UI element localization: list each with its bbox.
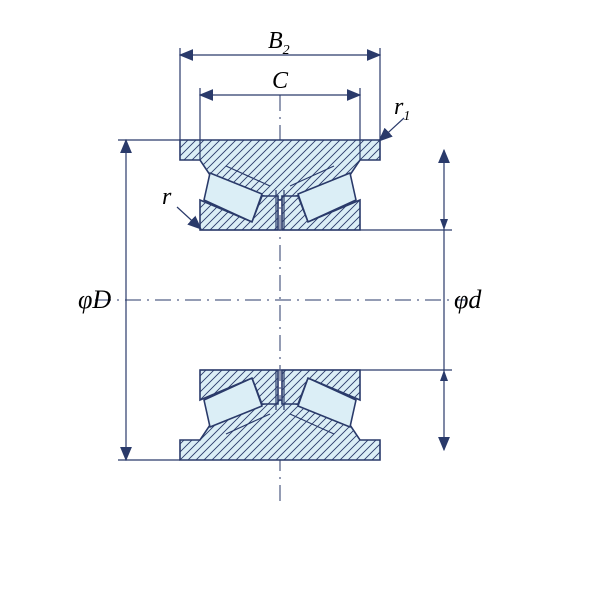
label-r: r xyxy=(162,184,172,210)
bearing-diagram: B2 C r1 r φD φd xyxy=(0,0,600,600)
label-B2-sub: 2 xyxy=(283,43,290,58)
dim-r xyxy=(177,207,201,229)
label-phiD: φD xyxy=(78,285,111,314)
dim-r1 xyxy=(379,118,404,141)
svg-text:B2: B2 xyxy=(268,28,290,58)
label-C: C xyxy=(272,68,289,94)
label-phid: φd xyxy=(454,285,482,314)
svg-text:r1: r1 xyxy=(394,94,410,124)
label-r1-sub: 1 xyxy=(403,109,410,124)
label-B2: B xyxy=(268,28,283,54)
